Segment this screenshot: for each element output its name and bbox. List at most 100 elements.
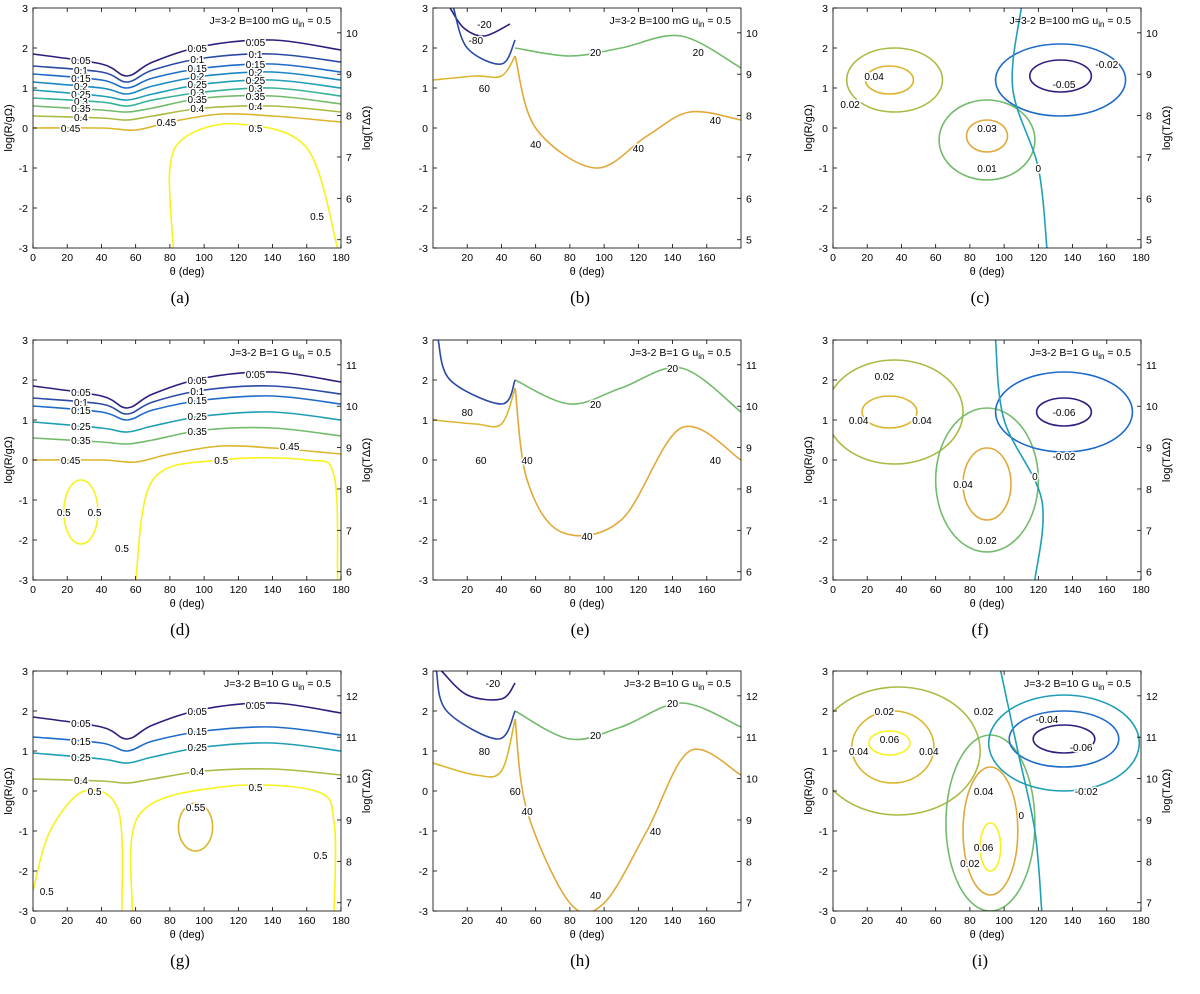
- contour-label: 40: [650, 827, 662, 838]
- contour-label: 0.05: [246, 701, 266, 712]
- contour-label: 0.5: [88, 787, 102, 798]
- y2-tick-label: 9: [346, 443, 352, 455]
- y-tick-label: 1: [822, 746, 828, 758]
- y-tick-label: -1: [19, 495, 28, 507]
- y-tick-label: 3: [22, 3, 28, 15]
- y-axis-label: log(R/gΩ): [3, 104, 15, 151]
- contour-line-0.1: [33, 385, 341, 415]
- contour-label: 0.02: [960, 859, 980, 870]
- contour-label: 0.35: [71, 104, 91, 115]
- y2-tick-label: 6: [746, 193, 752, 205]
- contour-label: -20: [477, 20, 492, 31]
- x-tick-label: 120: [230, 915, 248, 927]
- contour-line-0.03: [965, 119, 1009, 153]
- x-tick-label: 40: [496, 584, 508, 596]
- y-tick-label: 0: [422, 786, 428, 798]
- panel-caption: (h): [570, 951, 590, 970]
- y-tick-label: 1: [22, 746, 28, 758]
- contour-line-0.5: [129, 784, 337, 911]
- chart-i: 0.06 0.04 0.04 0.02 0.02 0.06 0.04 0.02 -0.06 -0.…: [803, 666, 1173, 941]
- y-tick-label: 3: [422, 3, 428, 15]
- y-tick-label: -2: [419, 203, 428, 215]
- contour-label: 0.3: [74, 97, 88, 108]
- x-tick-label: 100: [595, 584, 613, 596]
- contour-label: 0.5: [248, 783, 262, 794]
- contour-label: 0.2: [248, 68, 262, 79]
- contour-line-0.05: [33, 371, 341, 409]
- contour-label: 0.1: [190, 387, 204, 398]
- x-tick-label: 40: [896, 252, 908, 264]
- x-tick-label: 100: [595, 252, 613, 264]
- contour-line-80: [435, 671, 516, 740]
- y2-tick-label: 9: [1146, 69, 1152, 81]
- contour-line-0.04: [851, 710, 935, 784]
- y-tick-label: -1: [819, 163, 828, 175]
- y-tick-label: -3: [19, 243, 28, 255]
- y2-tick-label: 7: [746, 152, 752, 164]
- y2-tick-label: 8: [346, 111, 352, 123]
- y2-tick-label: 10: [746, 28, 758, 40]
- contour-lines: [433, 8, 741, 169]
- y2-tick-label: 8: [346, 856, 352, 868]
- contour-label: 20: [590, 48, 602, 59]
- contour-line-0.02: [845, 47, 944, 113]
- y-tick-label: -2: [819, 203, 828, 215]
- y-tick-label: -1: [419, 163, 428, 175]
- contour-labels: 0.04 0.04 0.02 0.04 0.02 -0.06 -0.02 0: [847, 371, 1077, 549]
- contour-label: 0.25: [71, 753, 91, 764]
- contour-label: 0.05: [188, 707, 208, 718]
- y2-tick-label: 11: [746, 360, 757, 372]
- contour-lines: [33, 702, 341, 911]
- contour-line-0.04: [864, 65, 915, 95]
- y-tick-label: 2: [422, 375, 428, 387]
- x-tick-label: 80: [964, 252, 976, 264]
- x-tick-label: 160: [298, 584, 316, 596]
- x-tick-label: 40: [896, 584, 908, 596]
- contour-lines: [833, 340, 1134, 580]
- contour-line--0.02: [987, 694, 1141, 792]
- contour-label: 60: [510, 787, 522, 798]
- y-tick-label: 0: [22, 123, 28, 135]
- contour-line-0.35: [33, 94, 341, 113]
- y-tick-label: -2: [419, 535, 428, 547]
- contour-label: 0.04: [974, 787, 994, 798]
- y2-tick-label: 7: [746, 525, 752, 537]
- contour-line-0.05: [33, 702, 341, 740]
- contour-line-0.55: [177, 802, 214, 852]
- x-tick-label: 100: [595, 915, 613, 927]
- contour-label: 0.04: [953, 480, 973, 491]
- x-tick-label: 120: [630, 252, 648, 264]
- x-axis-label: θ (deg): [170, 598, 205, 610]
- x-tick-label: 160: [1098, 915, 1116, 927]
- x-tick-label: 60: [930, 252, 942, 264]
- y2-tick-label: 11: [346, 360, 357, 372]
- contour-label: 20: [667, 364, 679, 375]
- y2-tick-label: 8: [1146, 484, 1152, 496]
- chart-g: 0.050.050.050.150.150.250.250.40.40.50.5…: [3, 666, 373, 941]
- contour-label: 0.45: [61, 124, 81, 135]
- contour-label: 0.25: [188, 412, 208, 423]
- panel-title: J=3-2 B=1 G uin = 0.5: [1030, 347, 1131, 361]
- contour-label: -0.04: [1035, 715, 1058, 726]
- x-tick-label: 100: [995, 252, 1013, 264]
- x-tick-label: 140: [264, 252, 282, 264]
- y-tick-label: -1: [819, 826, 828, 838]
- contour-label: 0.05: [246, 38, 266, 49]
- contour-label: -0.06: [1053, 408, 1076, 419]
- x-tick-label: 20: [61, 584, 73, 596]
- y2-tick-label: 7: [1146, 152, 1152, 164]
- contour-label: 0.05: [246, 370, 266, 381]
- x-tick-label: 20: [861, 915, 873, 927]
- y2-tick-label: 7: [1146, 525, 1152, 537]
- contour-label: -0.06: [1070, 743, 1093, 754]
- x-tick-label: 60: [530, 584, 542, 596]
- x-tick-label: 140: [1064, 252, 1082, 264]
- contour-label: 0.5: [310, 212, 324, 223]
- y-tick-label: 1: [422, 746, 428, 758]
- y2-tick-label: 8: [746, 856, 752, 868]
- contour-label: 0.1: [248, 50, 262, 61]
- contour-label: 0.4: [190, 767, 204, 778]
- contour-line-20: [515, 34, 741, 69]
